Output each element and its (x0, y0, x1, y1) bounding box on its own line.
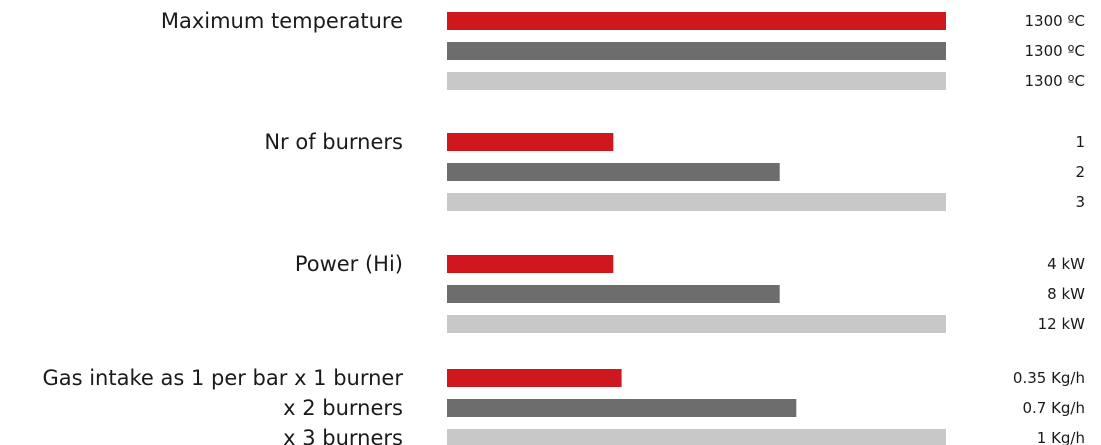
bar (447, 369, 622, 387)
value-label: 8 kW (1047, 285, 1085, 303)
value-label: 3 (1075, 193, 1085, 211)
value-label: 12 kW (1038, 315, 1086, 333)
bar-label: x 2 burners (283, 396, 403, 420)
bar-group-1: Maximum temperature 1300 ºC 1300 ºC 1300 ºC (161, 9, 1085, 90)
bar-group-3: Power (Hi) 4 kW 8 kW 12 kW (295, 252, 1085, 333)
group-label: Gas intake as 1 per bar x 1 burner (42, 366, 403, 390)
bar (447, 163, 780, 181)
bar (447, 429, 946, 445)
bar (447, 315, 946, 333)
value-label: 2 (1075, 163, 1085, 181)
bar (447, 285, 780, 303)
bar (447, 255, 614, 273)
value-label: 1 (1075, 133, 1085, 151)
value-label: 1300 ºC (1025, 42, 1085, 60)
bar-group-2: Nr of burners 1 2 3 (264, 130, 1085, 211)
bar (447, 133, 614, 151)
bar (447, 72, 946, 90)
value-label: 1 Kg/h (1037, 429, 1085, 445)
group-label-text: Gas intake as 1 per bar (42, 366, 294, 390)
bar (447, 12, 946, 30)
value-label: 1300 ºC (1025, 72, 1085, 90)
group-label: Nr of burners (264, 130, 403, 154)
value-label: 1300 ºC (1025, 12, 1085, 30)
group-label: Power (Hi) (295, 252, 403, 276)
value-label: 4 kW (1047, 255, 1085, 273)
bar (447, 399, 797, 417)
bar-group-4: 0.35 Kg/h 0.7 Kg/h 1 Kg/h Gas intake as 1 p… (42, 366, 1085, 445)
bar (447, 193, 946, 211)
group-label: Maximum temperature (161, 9, 403, 33)
bar (447, 42, 946, 60)
value-label: 0.7 Kg/h (1022, 399, 1085, 417)
bar-label: x 1 burner (294, 366, 403, 390)
value-label: 0.35 Kg/h (1013, 369, 1085, 387)
bar-label: x 3 burners (283, 426, 403, 445)
